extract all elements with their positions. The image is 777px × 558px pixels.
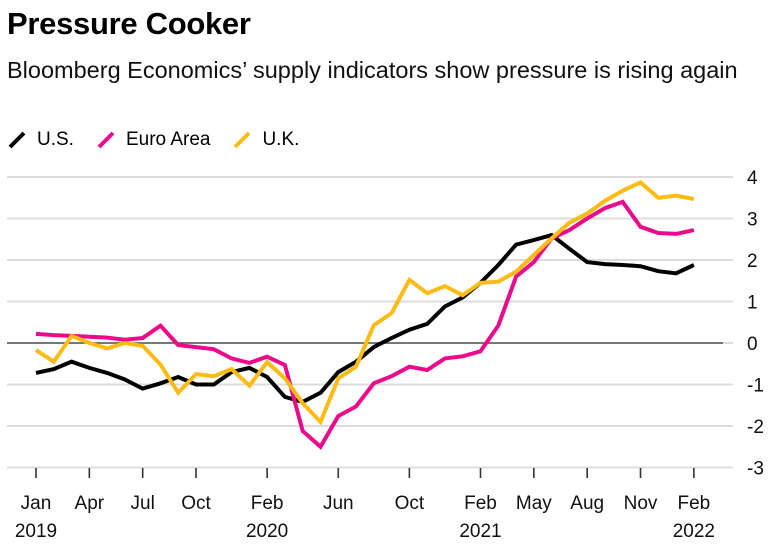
y-tick-label: 0 xyxy=(747,334,758,355)
legend-item-us: U.S. xyxy=(7,129,74,151)
grid-layer xyxy=(7,176,733,469)
legend-swatch-uk-icon xyxy=(234,131,251,149)
x-tick-label: Jan xyxy=(21,493,52,514)
x-tick-year-label: 2020 xyxy=(246,521,288,542)
chart-subtitle: Bloomberg Economics’ supply indicators s… xyxy=(7,57,738,83)
x-tick-year-label: 2022 xyxy=(673,521,715,542)
series-line-u-s xyxy=(35,232,695,405)
legend-label-us: U.S. xyxy=(37,129,74,150)
x-tick-label: Apr xyxy=(75,493,105,514)
x-axis: Jan 2019 Apr Jul Oct Feb 2020 Jun Oct Feb 2021 May A… xyxy=(15,468,715,542)
x-tick-label: Nov xyxy=(624,493,658,514)
legend-item-uk: U.K. xyxy=(232,129,299,151)
series-line-u-k xyxy=(34,180,695,426)
series-layer xyxy=(34,180,695,450)
legend-item-euro-area: Euro Area xyxy=(96,129,211,151)
x-tick-label: Aug xyxy=(570,493,604,514)
y-axis: 4 3 2 1 0 -1 -2 -3 xyxy=(747,168,764,480)
series-line-euro-area xyxy=(35,199,695,450)
x-tick-year-label: 2021 xyxy=(459,521,501,542)
x-tick-year-label: 2019 xyxy=(15,521,57,542)
y-tick-label: 3 xyxy=(747,210,758,231)
y-tick-label: 1 xyxy=(747,293,758,314)
y-tick-label: 4 xyxy=(747,168,758,189)
x-tick-label: Oct xyxy=(181,493,211,514)
legend-swatch-euro-area-icon xyxy=(97,131,115,149)
x-tick-label: Jul xyxy=(131,493,155,514)
x-tick-label: May xyxy=(516,493,552,514)
y-tick-label: 2 xyxy=(747,251,758,272)
legend-label-euro-area: Euro Area xyxy=(125,129,211,150)
x-tick-label: Oct xyxy=(395,493,425,514)
legend-swatch-us-icon xyxy=(8,131,26,149)
x-tick-label: Feb xyxy=(251,493,284,514)
y-tick-label: -3 xyxy=(747,459,764,480)
chart-title: Pressure Cooker xyxy=(7,6,251,41)
x-tick-label: Feb xyxy=(677,493,710,514)
x-tick-label: Jun xyxy=(323,493,354,514)
y-tick-label: -1 xyxy=(747,376,764,397)
legend: U.S. Euro Area U.K. xyxy=(7,129,321,151)
y-tick-label: -2 xyxy=(747,417,764,438)
legend-label-uk: U.K. xyxy=(262,129,300,150)
x-tick-label: Feb xyxy=(464,493,497,514)
